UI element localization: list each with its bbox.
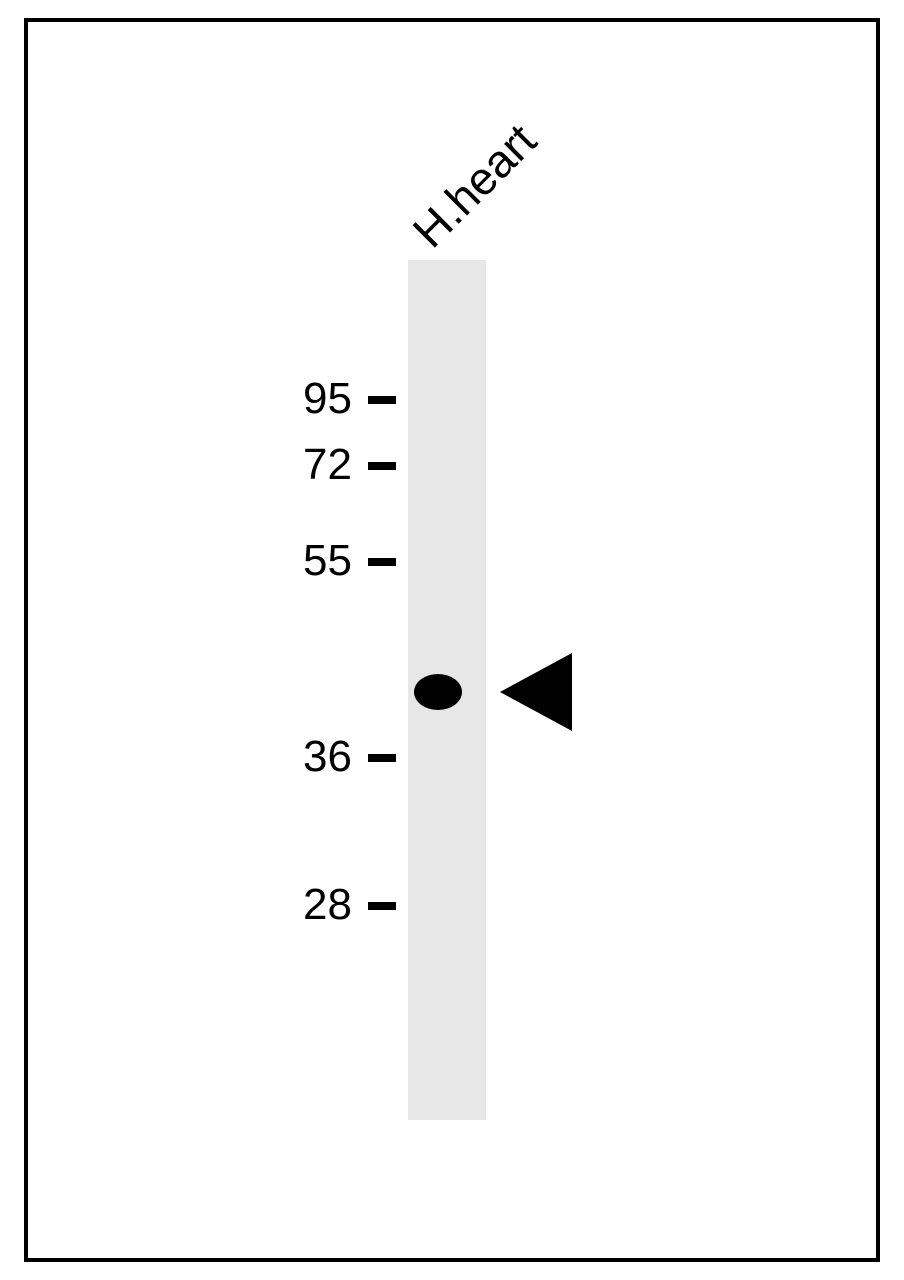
band-arrow-icon [500, 653, 572, 731]
mw-tick [368, 902, 396, 910]
mw-tick [368, 754, 396, 762]
mw-label: 95 [0, 374, 352, 424]
mw-label: 28 [0, 880, 352, 930]
mw-tick [368, 558, 396, 566]
protein-band [414, 674, 462, 710]
mw-tick [368, 462, 396, 470]
mw-label: 72 [0, 440, 352, 490]
mw-tick [368, 396, 396, 404]
mw-label: 36 [0, 732, 352, 782]
mw-label: 55 [0, 536, 352, 586]
